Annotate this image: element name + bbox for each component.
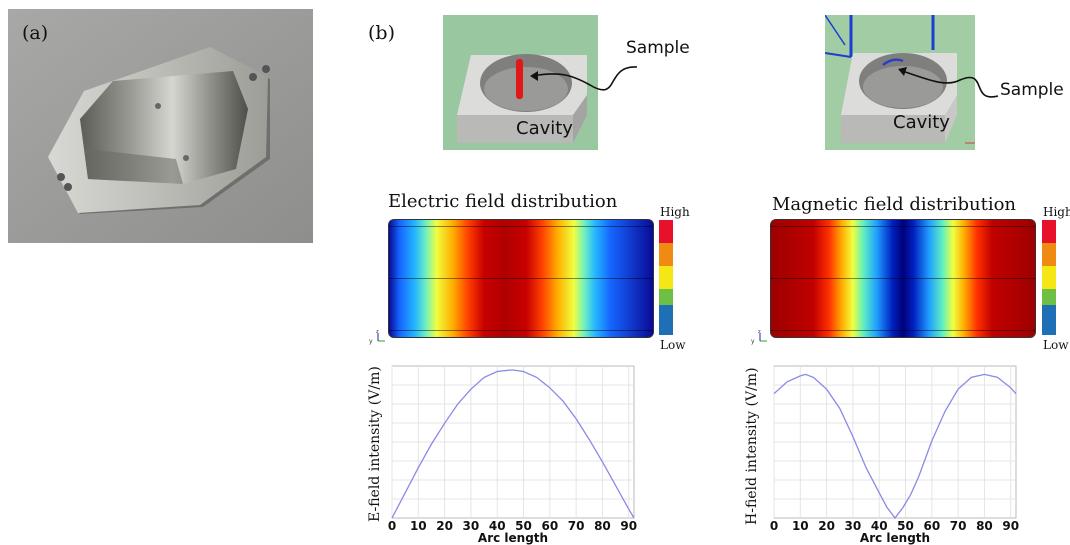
hfield-legend-high: High [1043,205,1070,219]
efield-line-chart: 0 10 20 30 40 50 60 70 80 90 Arc length [388,365,637,545]
hfield-legend-swatch-3 [1042,266,1056,289]
sample-arrow-right [898,67,999,98]
svg-text:z: z [376,329,379,335]
hfield-chart-x-tick-label: 70 [950,519,967,533]
efield-chart-x-tick-label: 10 [410,519,427,533]
efield-legend-low: Low [660,338,686,352]
hfield-gridline-top [771,226,1035,227]
hfield-chart-x-tick-label: 20 [818,519,835,533]
hfield-chart-x-tick-label: 10 [792,519,809,533]
hfield-chart-series-line [773,373,1017,520]
efield-legend-swatch-4 [659,289,673,305]
panel-a-label: (a) [22,22,49,44]
efield-legend-swatch-2 [659,243,673,266]
efield-gridline-bottom [389,330,653,331]
cavity-drawing-right [824,14,975,150]
efield-legend-swatch-3 [659,266,673,289]
hfield-chart-x-tick-label: 30 [845,519,862,533]
efield-chart-x-tick-label: 60 [541,519,558,533]
hfield-color-legend [1042,220,1056,335]
svg-text:y: y [369,338,373,345]
sample-label-right: Sample [1000,80,1064,100]
efield-legend-swatch-1 [659,220,673,243]
cavity-label-left: Cavity [516,118,573,139]
efield-color-legend [659,220,673,335]
cavity-photo-drawing [8,9,313,243]
svg-text:z: z [758,329,761,335]
efield-legend-swatch-5 [659,305,673,335]
cavity-drawing-left [443,15,598,150]
sample-arrow-left [530,66,638,91]
efield-chart-x-tick-label: 30 [463,519,480,533]
hfield-gridline-mid [771,278,1035,279]
sample-label-left: Sample [626,38,690,58]
efield-y-axis-label: E-field intensity (V/m) [367,366,383,522]
efield-title: Electric field distribution [388,191,618,212]
hfield-y-axis-label: H-field intensity (V/m) [744,367,760,525]
sample-arc-right [882,58,904,66]
efield-legend-high: High [660,205,690,219]
efield-chart-x-tick-label: 20 [436,519,453,533]
cavity-label-right: Cavity [893,112,950,133]
hfield-chart-x-tick-label: 0 [770,519,778,533]
efield-chart-x-tick-label: 40 [489,519,506,533]
hfield-legend-swatch-5 [1042,305,1056,335]
cavity-diagram-right [824,14,975,150]
efield-chart-series-line [391,369,635,519]
cavity-photo [8,9,313,243]
hfield-chart-x-tick-label: 40 [871,519,888,533]
hfield-chart-x-axis-label: Arc length [860,531,930,545]
efield-gridline-mid [389,278,653,279]
efield-chart-x-tick-label: 80 [594,519,611,533]
hfield-chart-x-tick-label: 50 [897,519,914,533]
efield-chart-x-tick-label: 50 [515,519,532,533]
efield-chart-x-axis-label: Arc length [478,531,548,545]
sample-rod-left [516,59,523,99]
hfield-line-chart: 0 10 20 30 40 50 60 70 80 90 Arc length [770,365,1019,545]
hfield-chart-x-tick-label: 90 [1002,519,1019,533]
hfield-legend-swatch-1 [1042,220,1056,243]
hfield-chart-x-tick-label: 80 [976,519,993,533]
efield-chart-x-tick-label: 0 [388,519,396,533]
efield-map [388,219,654,338]
svg-text:y: y [751,338,755,345]
hfield-legend-swatch-2 [1042,243,1056,266]
efield-chart-x-tick-label: 90 [620,519,637,533]
hfield-map [770,219,1036,338]
hfield-chart-x-tick-label: 60 [923,519,940,533]
panel-b-label: (b) [368,22,395,44]
hfield-legend-low: Low [1043,338,1069,352]
cavity-diagram-left [443,15,598,150]
hfield-legend-swatch-4 [1042,289,1056,305]
hfield-gridline-bottom [771,330,1035,331]
hfield-title: Magnetic field distribution [772,194,1017,215]
axis-triad-left-icon: yz [369,329,385,345]
efield-chart-x-tick-label: 70 [568,519,585,533]
efield-gridline-top [389,226,653,227]
axis-triad-right-icon: yz [751,329,767,345]
